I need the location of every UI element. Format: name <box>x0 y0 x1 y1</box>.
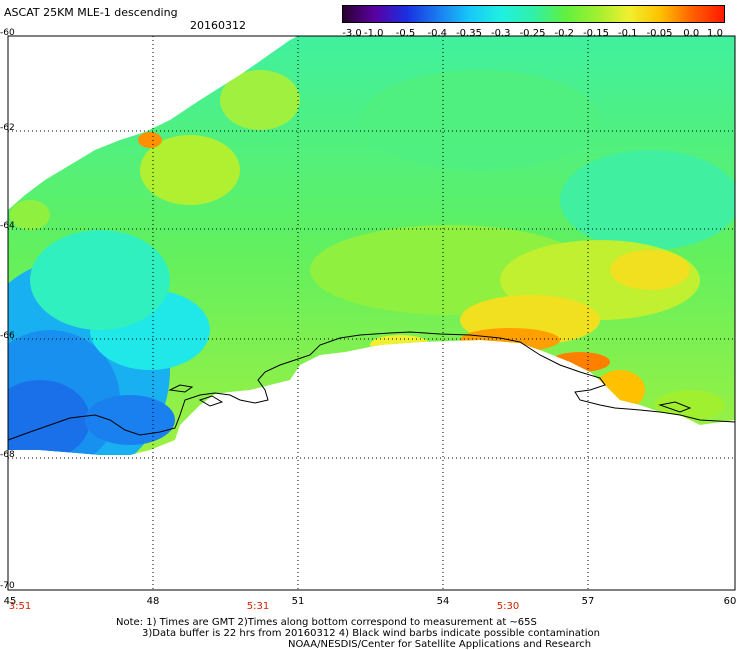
lat-label: -68 <box>0 450 15 460</box>
lat-label: -64 <box>0 221 15 231</box>
colorbar-tick-label: -1.0 <box>363 28 384 39</box>
time-label: 5:30 <box>496 601 520 612</box>
footer-note-1: Note: 1) Times are GMT 2)Times along bot… <box>116 617 537 628</box>
lat-label: -70 <box>0 581 15 591</box>
colorbar-tick-label: -0.15 <box>583 28 609 39</box>
lat-label: -66 <box>0 331 15 341</box>
colorbar-tick-label: -0.5 <box>395 28 416 39</box>
coastline <box>7 331 736 441</box>
footer-note-3: NOAA/NESDIS/Center for Satellite Applica… <box>288 639 592 650</box>
colorbar-tick-label: 0.0 <box>683 28 700 39</box>
lon-label: 57 <box>581 596 595 607</box>
graticule <box>8 36 735 590</box>
map-title: ASCAT 25KM MLE-1 descending <box>4 6 178 19</box>
lon-label: 54 <box>436 596 450 607</box>
map-frame <box>7 35 736 591</box>
colorbar-tick-label: 1.0 <box>707 28 723 39</box>
colorbar <box>342 5 725 23</box>
footer-note-2: 3)Data buffer is 22 hrs from 20160312 4)… <box>142 628 600 639</box>
map-date: 20160312 <box>190 19 246 32</box>
lat-label: -60 <box>0 28 15 38</box>
colorbar-tick-label: -0.2 <box>554 28 575 39</box>
time-label: 3:51 <box>8 601 32 612</box>
time-label: 5:31 <box>246 601 270 612</box>
colorbar-tick-label: -0.3 <box>490 28 511 39</box>
lat-label: -62 <box>0 123 15 133</box>
lon-label: 48 <box>146 596 160 607</box>
colorbar-tick-label: -0.35 <box>456 28 482 39</box>
lon-label: 60 <box>723 596 737 607</box>
lon-label: 51 <box>291 596 305 607</box>
wind-data-field <box>8 36 735 455</box>
colorbar-tick-label: -3.0 <box>342 28 362 39</box>
colorbar-tick-label: -0.05 <box>646 28 673 39</box>
colorbar-tick-label: -0.1 <box>617 28 638 39</box>
colorbar-tick-label: -0.4 <box>427 28 448 39</box>
lon-label: 45 <box>3 596 17 607</box>
colorbar-tick-label: -0.25 <box>519 28 546 39</box>
